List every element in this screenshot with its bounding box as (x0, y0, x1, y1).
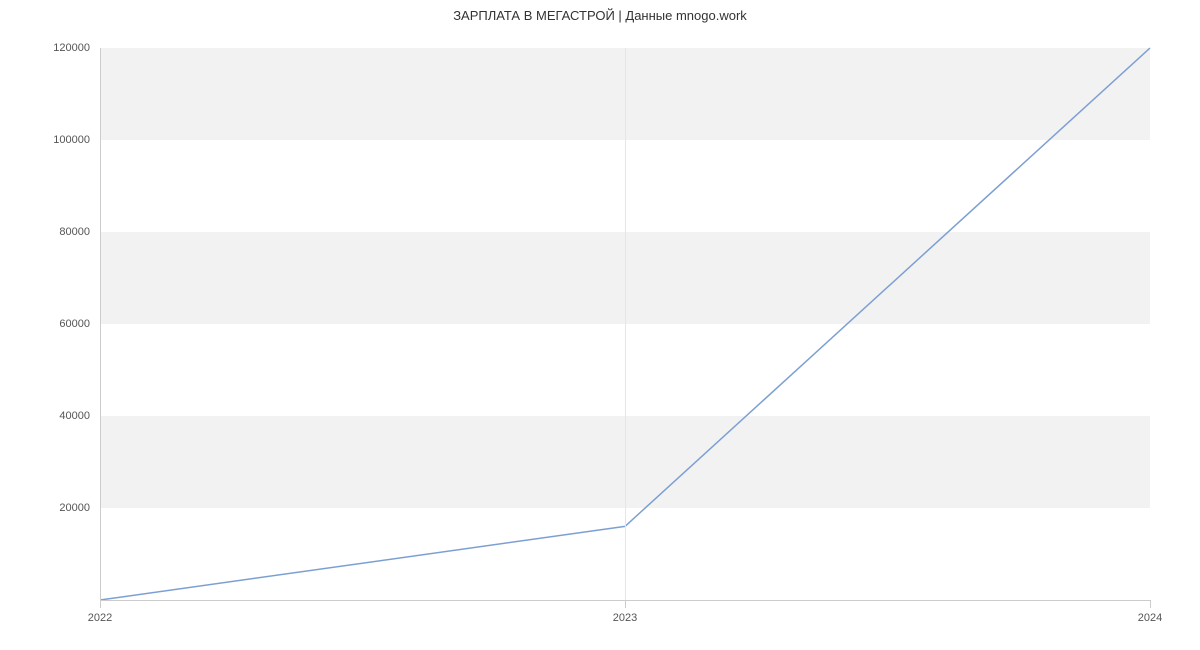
x-tick-label: 2023 (613, 612, 637, 624)
x-tick-label: 2022 (88, 612, 112, 624)
plot-area: 2000040000600008000010000012000020222023… (100, 48, 1150, 600)
y-tick-label: 100000 (53, 134, 90, 146)
y-tick-label: 60000 (59, 318, 90, 330)
x-tick-label: 2024 (1138, 612, 1162, 624)
y-axis-line (100, 48, 101, 600)
y-tick-label: 120000 (53, 42, 90, 54)
grid-line-vertical (625, 48, 626, 600)
chart-title: ЗАРПЛАТА В МЕГАСТРОЙ | Данные mnogo.work (0, 8, 1200, 23)
y-tick-label: 80000 (59, 226, 90, 238)
line-chart: ЗАРПЛАТА В МЕГАСТРОЙ | Данные mnogo.work… (0, 0, 1200, 650)
x-tick-mark (100, 600, 101, 608)
x-tick-mark (625, 600, 626, 608)
x-tick-mark (1150, 600, 1151, 608)
y-tick-label: 20000 (59, 502, 90, 514)
y-tick-label: 40000 (59, 410, 90, 422)
